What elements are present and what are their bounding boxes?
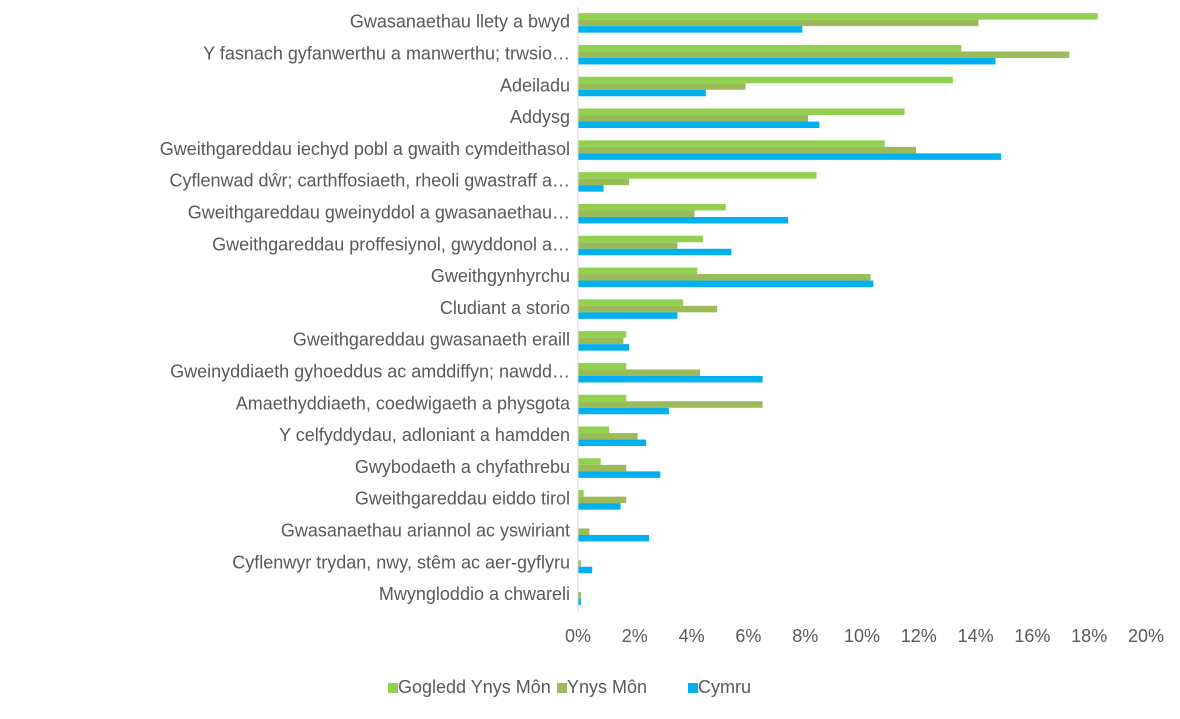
legend-label: Cymru — [698, 677, 751, 697]
bar — [578, 89, 706, 97]
y-tick-label: Cyflenwyr trydan, nwy, stêm ac aer-gyfly… — [232, 552, 570, 572]
bar — [578, 471, 661, 478]
bar — [578, 235, 703, 243]
legend-label: Ynys Môn — [567, 677, 647, 697]
bar — [578, 57, 996, 65]
bar — [578, 108, 905, 116]
x-tick-label: 4% — [679, 626, 705, 646]
x-tick-label: 0% — [565, 626, 591, 646]
y-tick-label: Cludiant a storio — [440, 298, 570, 318]
bar — [578, 337, 624, 345]
bar — [578, 312, 678, 319]
legend-swatch — [688, 683, 698, 693]
bar — [578, 83, 746, 90]
y-tick-label: Gweinyddiaeth gyhoeddus ac amddiffyn; na… — [170, 361, 570, 381]
legend-swatch — [557, 683, 567, 693]
bar — [578, 439, 647, 447]
bar — [578, 153, 1002, 160]
x-tick-label: 2% — [622, 626, 648, 646]
bar — [578, 362, 627, 370]
y-tick-label: Gweithgareddau gwasanaeth eraill — [293, 330, 570, 350]
bar — [578, 140, 885, 147]
bar — [578, 267, 698, 275]
bar — [578, 394, 627, 402]
bar — [578, 299, 684, 306]
bar — [578, 503, 621, 510]
bar — [578, 344, 630, 351]
bar — [578, 121, 820, 129]
bar — [578, 534, 649, 542]
y-tick-label: Gweithgareddau gweinyddol a gwasanaethau… — [188, 202, 570, 222]
y-tick-label: Gwasanaethau llety a bwyd — [350, 12, 570, 32]
bar — [578, 26, 803, 33]
bar — [578, 375, 763, 383]
y-tick-label: Y celfyddydau, adloniant a hamdden — [279, 425, 570, 445]
bar — [578, 433, 638, 440]
bar — [578, 458, 601, 465]
bar — [578, 242, 678, 249]
x-tick-label: 6% — [735, 626, 761, 646]
x-tick-label: 10% — [844, 626, 880, 646]
bar — [578, 566, 593, 574]
bar — [578, 185, 604, 192]
bar — [578, 44, 962, 52]
bar — [578, 490, 584, 497]
bar — [578, 13, 1098, 20]
bar — [578, 426, 610, 434]
y-tick-label: Adeiladu — [500, 75, 570, 95]
bar — [578, 19, 979, 27]
bar — [578, 369, 701, 376]
x-tick-label: 12% — [901, 626, 937, 646]
x-tick-label: 8% — [792, 626, 818, 646]
bar — [578, 592, 581, 599]
y-tick-label: Amaethyddiaeth, coedwigaeth a physgota — [236, 393, 571, 413]
y-tick-label: Mwyngloddio a chwareli — [379, 584, 570, 604]
bar — [578, 51, 1070, 58]
y-tick-label: Gweithgynhyrchu — [431, 266, 570, 286]
bar — [578, 598, 581, 606]
y-tick-label: Cyflenwad dŵr; carthffosiaeth, rheoli gw… — [169, 171, 570, 191]
legend-label: Gogledd Ynys Môn — [398, 677, 551, 697]
bar — [578, 528, 590, 535]
bar — [578, 146, 916, 154]
y-tick-label: Gweithgareddau iechyd pobl a gwaith cymd… — [160, 139, 570, 159]
bar — [578, 115, 809, 122]
bar — [578, 280, 874, 288]
bar — [578, 203, 726, 211]
y-tick-label: Y fasnach gyfanwerthu a manwerthu; trwsi… — [203, 43, 570, 63]
bar — [578, 178, 630, 186]
y-tick-label: Gweithgareddau eiddo tirol — [355, 489, 570, 509]
x-tick-label: 16% — [1014, 626, 1050, 646]
bar — [578, 496, 627, 504]
bar — [578, 305, 718, 313]
x-tick-label: 18% — [1071, 626, 1107, 646]
y-tick-label: Gweithgareddau proffesiynol, gwyddonol a… — [212, 234, 570, 254]
bar — [578, 210, 695, 217]
bar — [578, 76, 953, 84]
bar — [578, 216, 789, 224]
bar — [578, 172, 817, 179]
x-tick-label: 14% — [958, 626, 994, 646]
y-tick-label: Addysg — [510, 107, 570, 127]
bar — [578, 464, 627, 472]
bar — [578, 407, 669, 415]
y-tick-label: Gwasanaethau ariannol ac yswiriant — [281, 520, 570, 540]
legend-swatch — [388, 683, 398, 693]
bar — [578, 401, 763, 408]
bar — [578, 248, 732, 256]
bar — [578, 274, 871, 281]
x-tick-label: 20% — [1128, 626, 1164, 646]
bar — [578, 560, 581, 567]
bar — [578, 331, 627, 338]
y-tick-label: Gwybodaeth a chyfathrebu — [355, 457, 570, 477]
